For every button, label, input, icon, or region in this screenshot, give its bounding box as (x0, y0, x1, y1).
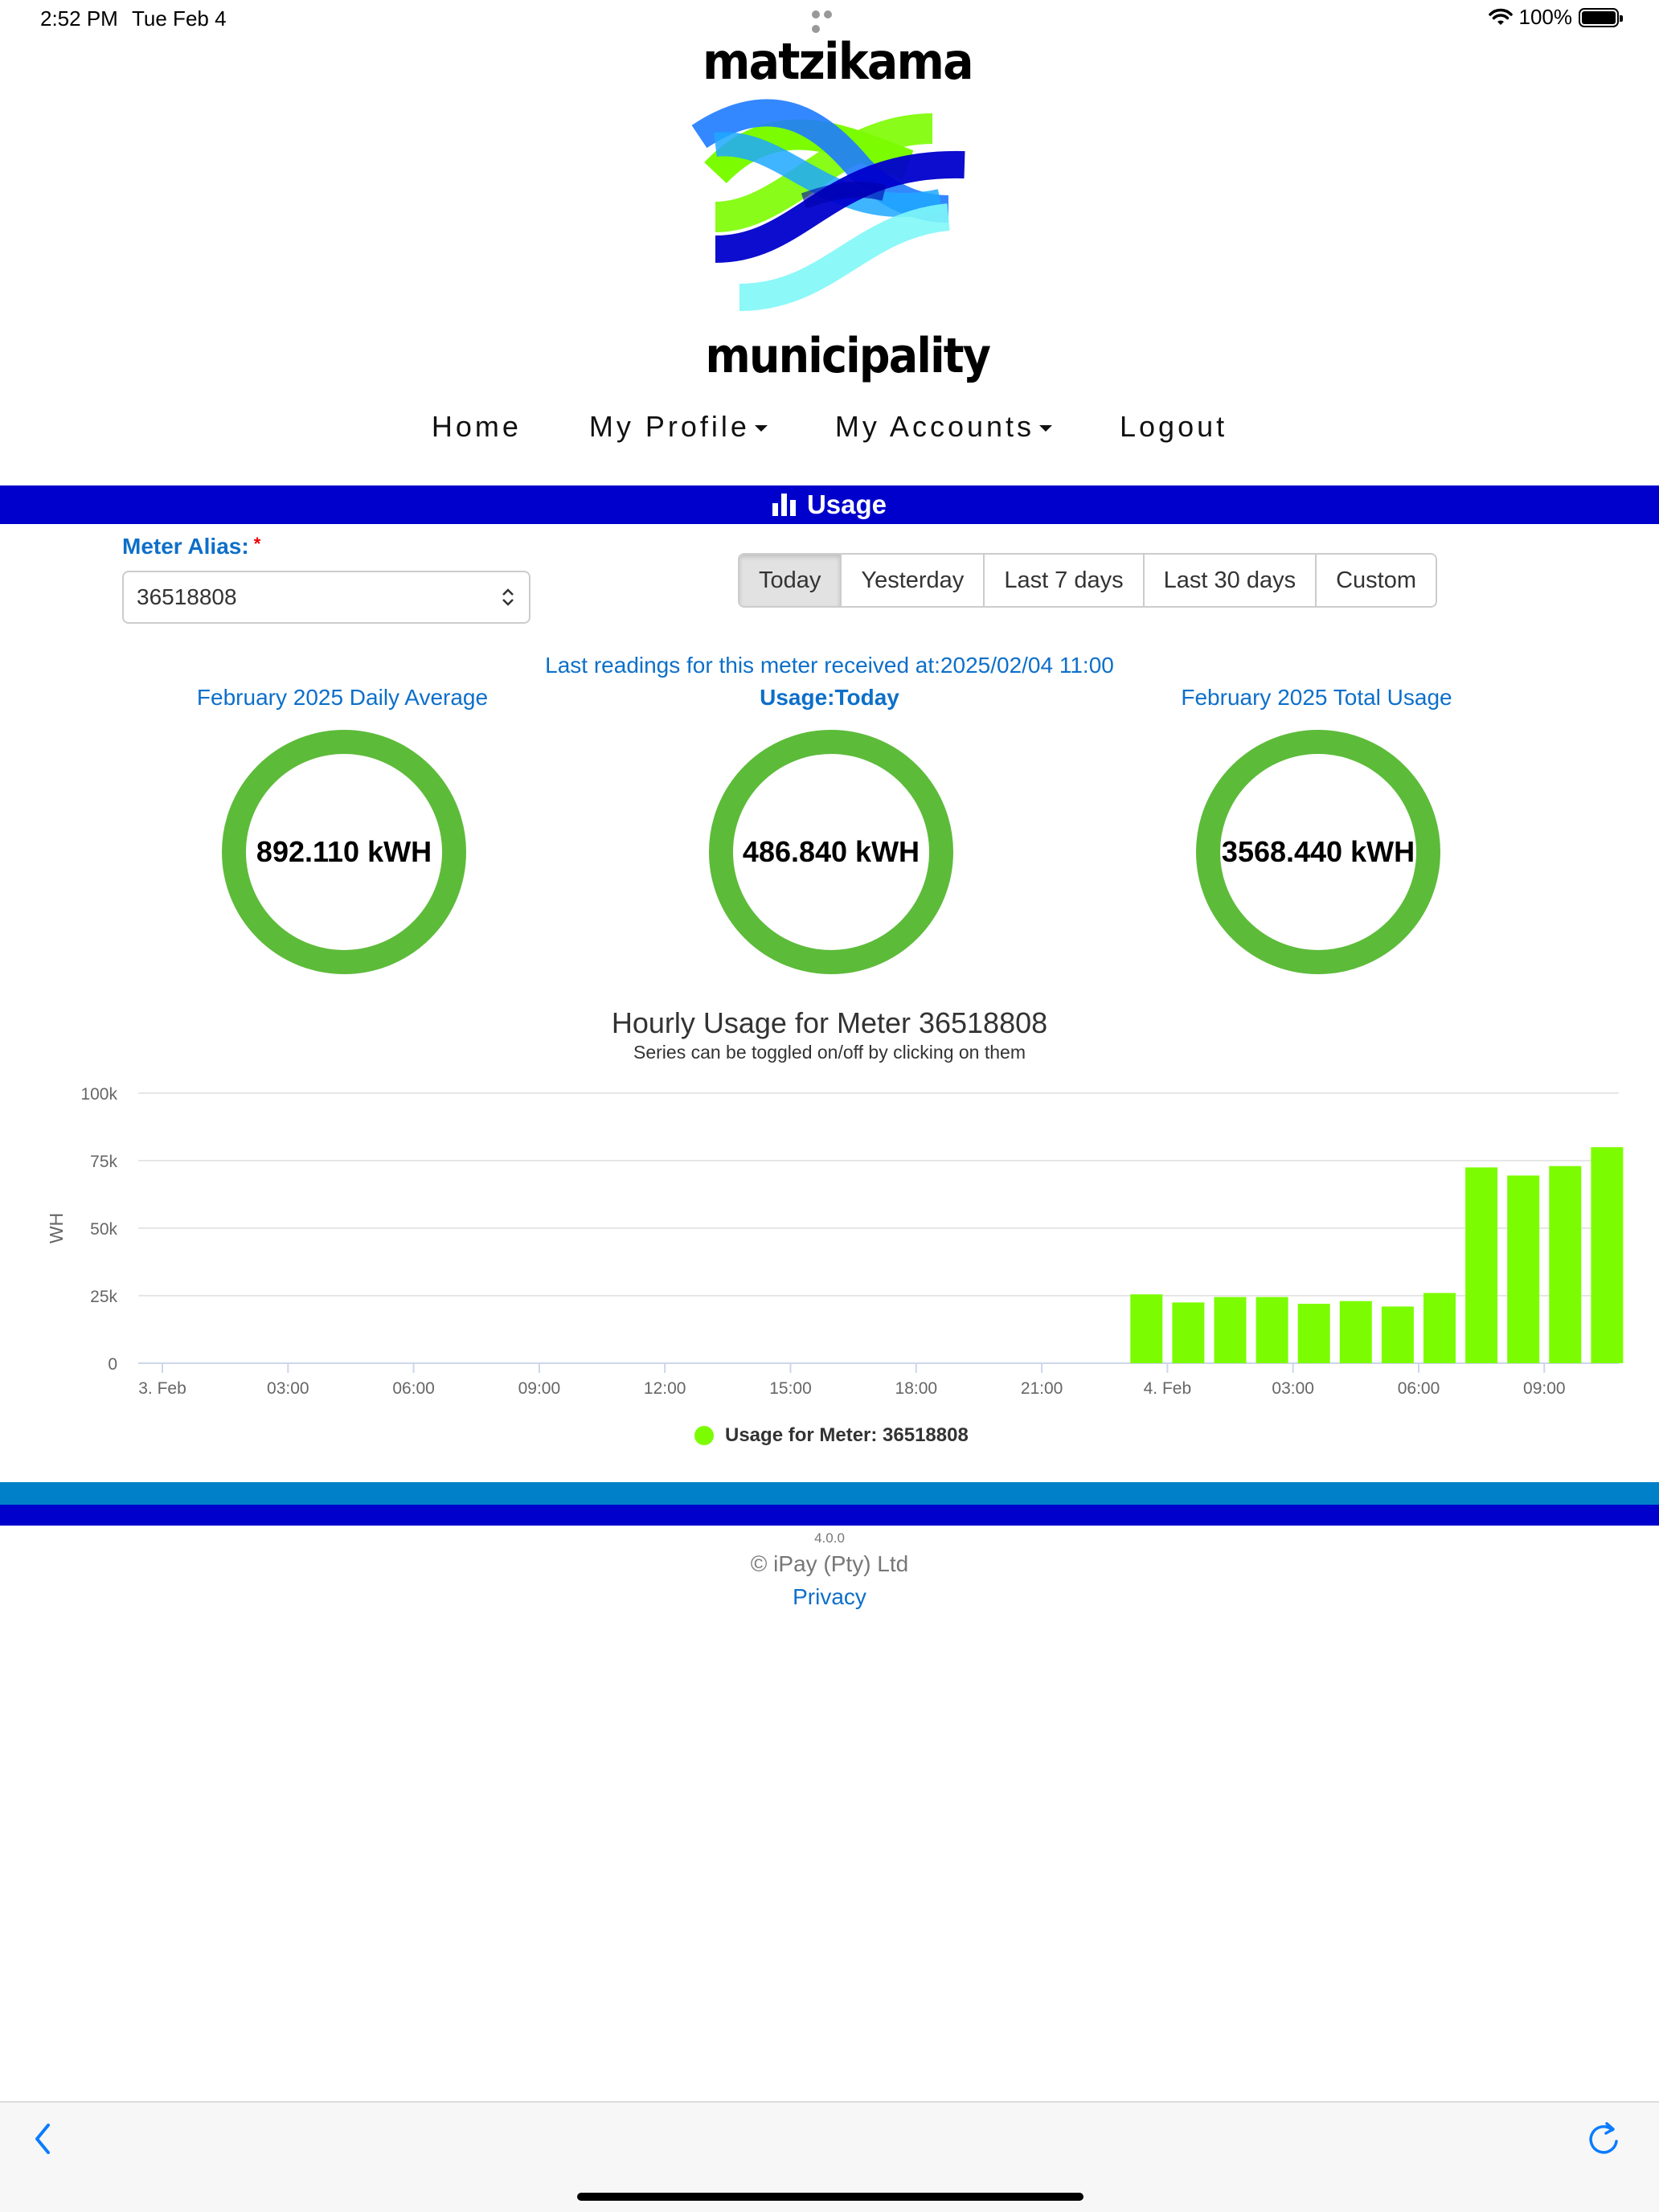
y-tick-label: 100k (80, 1085, 117, 1104)
x-tick-label: 12:00 (644, 1379, 686, 1398)
meter-alias-label: Meter Alias: * (122, 534, 260, 559)
nav-profile-label: My Profile (588, 410, 750, 443)
y-tick-label: 25k (90, 1288, 117, 1306)
y-tick-label: 50k (90, 1220, 117, 1239)
caret-down-icon (754, 425, 768, 432)
stat-total-usage: February 2025 Total Usage 3568.440 kWH (1075, 685, 1558, 974)
status-date: Tue Feb 4 (132, 6, 227, 31)
x-tick-label: 09:00 (518, 1379, 561, 1398)
stat-total-usage-title: February 2025 Total Usage (1181, 685, 1452, 710)
main-nav: Home My Profile My Accounts Logout (0, 410, 1659, 444)
privacy-link[interactable]: Privacy (793, 1584, 866, 1609)
meter-alias-label-text: Meter Alias: (122, 534, 249, 559)
nav-logout[interactable]: Logout (1120, 410, 1227, 444)
x-tick-label: 4. Feb (1144, 1379, 1192, 1398)
chart-subtitle: Series can be toggled on/off by clicking… (633, 1042, 1026, 1063)
y-axis-label: WH (46, 1213, 67, 1243)
usage-bar (1549, 1165, 1582, 1363)
select-updown-icon (502, 588, 514, 606)
range-today-button[interactable]: Today (739, 555, 842, 606)
usage-today-ring: 486.840 kWH (709, 730, 953, 974)
nav-my-profile[interactable]: My Profile (589, 410, 768, 444)
meter-alias-value: 36518808 (137, 584, 237, 609)
nav-home-label: Home (431, 410, 522, 443)
nav-my-accounts[interactable]: My Accounts (834, 410, 1053, 444)
x-tick-label: 3. Feb (138, 1379, 186, 1398)
daily-average-ring: 892.110 kWH (222, 730, 466, 974)
reload-icon[interactable] (1585, 2119, 1622, 2159)
x-tick-label: 03:00 (267, 1379, 309, 1398)
usage-bar (1465, 1167, 1498, 1363)
logo-top-text: matzikama (703, 32, 974, 91)
page-title: Usage (806, 490, 887, 519)
range-last7-button[interactable]: Last 7 days (985, 555, 1145, 606)
status-time: 2:52 PM (40, 6, 118, 31)
nav-home[interactable]: Home (432, 410, 522, 444)
date-range-group: Today Yesterday Last 7 days Last 30 days… (738, 553, 1438, 608)
browser-toolbar (0, 2101, 1659, 2212)
y-tick-label: 0 (108, 1355, 117, 1374)
chart-title: Hourly Usage for Meter 36518808 (611, 1006, 1048, 1039)
hourly-usage-chart: 0 25k 50k 75k 100k WH 3. Feb 03:00 06:00 09:00 12:… (46, 1085, 1624, 1398)
x-tick-label: 06:00 (392, 1379, 435, 1398)
logo-waves-graphic (691, 99, 965, 311)
required-marker: * (253, 534, 261, 554)
stat-usage-today-title: Usage:Today (760, 685, 899, 710)
nav-accounts-label: My Accounts (834, 410, 1035, 443)
x-tick-label: 15:00 (769, 1379, 812, 1398)
usage-bar (1172, 1302, 1205, 1363)
usage-bar (1130, 1294, 1163, 1363)
usage-bar (1297, 1304, 1330, 1363)
y-tick-label: 75k (90, 1153, 117, 1171)
legend-label: Usage for Meter: 36518808 (725, 1424, 969, 1446)
app-version: 4.0.0 (814, 1530, 845, 1546)
x-tick-label: 09:00 (1523, 1379, 1566, 1398)
logo-bottom-text: municipality (705, 328, 992, 384)
multitasking-dots-icon[interactable] (812, 8, 847, 33)
range-last30-button[interactable]: Last 30 days (1144, 555, 1317, 606)
page-title-bar: Usage (0, 485, 1659, 524)
footer-band-dark (0, 1505, 1659, 1526)
status-indicators: 100% (1488, 5, 1623, 30)
wifi-icon (1488, 8, 1513, 25)
battery-percent: 100% (1518, 5, 1573, 29)
footer-band-light (0, 1482, 1659, 1505)
status-bar: 2:52 PM Tue Feb 4 100% (0, 0, 1659, 39)
chart-legend-item[interactable]: Usage for Meter: 36518808 (694, 1424, 969, 1447)
legend-marker (694, 1426, 714, 1445)
copyright-text: © iPay (Pty) Ltd (750, 1551, 909, 1576)
usage-bar (1591, 1147, 1624, 1363)
range-custom-button[interactable]: Custom (1317, 555, 1436, 606)
nav-logout-label: Logout (1120, 410, 1228, 443)
x-tick-label: 21:00 (1021, 1379, 1063, 1398)
usage-bar (1507, 1175, 1540, 1363)
stat-daily-average: February 2025 Daily Average 892.110 kWH (101, 685, 584, 974)
x-tick-label: 18:00 (895, 1379, 938, 1398)
usage-bar (1381, 1306, 1414, 1363)
last-reading-text: Last readings for this meter received at… (545, 653, 1114, 678)
usage-bar (1423, 1292, 1456, 1363)
bar-chart-icon (772, 494, 796, 516)
range-yesterday-button[interactable]: Yesterday (842, 555, 985, 606)
back-chevron-icon[interactable] (31, 2120, 55, 2157)
usage-bar (1214, 1296, 1247, 1363)
usage-today-value: 486.840 kWH (742, 835, 920, 868)
usage-bar (1339, 1301, 1372, 1363)
stat-daily-average-title: February 2025 Daily Average (196, 685, 489, 710)
daily-average-value: 892.110 kWH (256, 835, 432, 868)
usage-bar (1256, 1296, 1288, 1363)
municipality-logo[interactable]: matzikama municipality (691, 32, 992, 386)
meter-alias-select[interactable]: 36518808 (122, 571, 530, 624)
home-indicator (577, 2193, 1083, 2201)
x-tick-label: 03:00 (1272, 1379, 1314, 1398)
total-usage-value: 3568.440 kWH (1221, 835, 1415, 868)
battery-icon (1579, 7, 1623, 27)
total-usage-ring: 3568.440 kWH (1196, 730, 1440, 974)
x-tick-label: 06:00 (1398, 1379, 1440, 1398)
stat-usage-today: Usage:Today 486.840 kWH (588, 685, 1071, 974)
caret-down-icon (1039, 425, 1053, 432)
